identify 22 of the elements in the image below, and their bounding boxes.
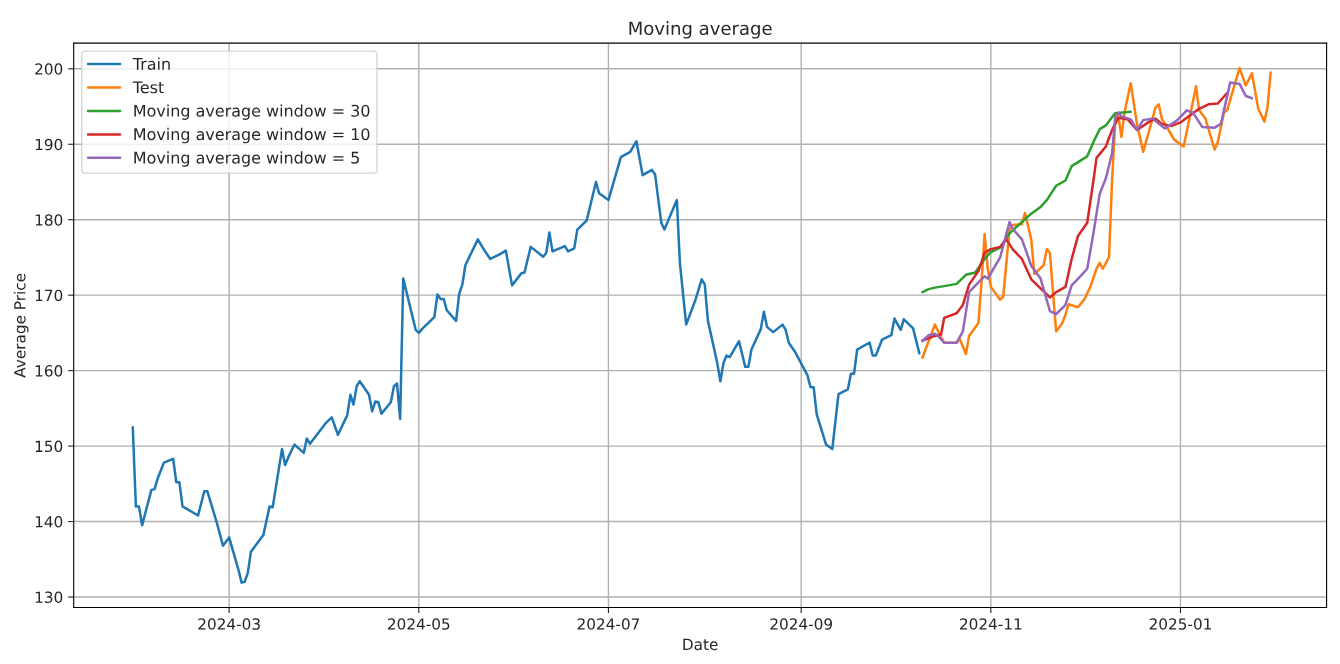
y-tick-label: 200: [35, 63, 63, 75]
legend-label: Moving average window = 30: [134, 104, 370, 120]
y-tick-label: 150: [35, 440, 63, 453]
y-tick-label: 130: [35, 591, 63, 604]
x-axis-title: Date: [683, 638, 718, 651]
x-tick-label: 2024-05: [387, 618, 450, 630]
y-tick-label: 190: [35, 138, 63, 151]
x-tick-label: 2024-07: [577, 618, 640, 630]
chart-title: Moving average: [629, 21, 772, 39]
y-tick-label: 160: [35, 365, 63, 377]
x-tick-label: 2024-09: [770, 618, 833, 630]
y-tick-label: 170: [35, 289, 63, 302]
x-tick-label: 2025-01: [1149, 618, 1211, 630]
y-tick-label: 140: [35, 516, 63, 528]
y-axis-title: Average Price: [13, 273, 29, 378]
legend-label: Moving average window = 5: [134, 151, 359, 167]
y-tick-label: 180: [35, 214, 63, 226]
legend-label: Train: [132, 57, 170, 70]
legend-label: Moving average window = 10: [134, 127, 370, 144]
x-tick-label: 2024-03: [198, 618, 260, 630]
x-tick-label: 2024-11: [960, 618, 1022, 630]
legend-label: Test: [132, 81, 164, 94]
